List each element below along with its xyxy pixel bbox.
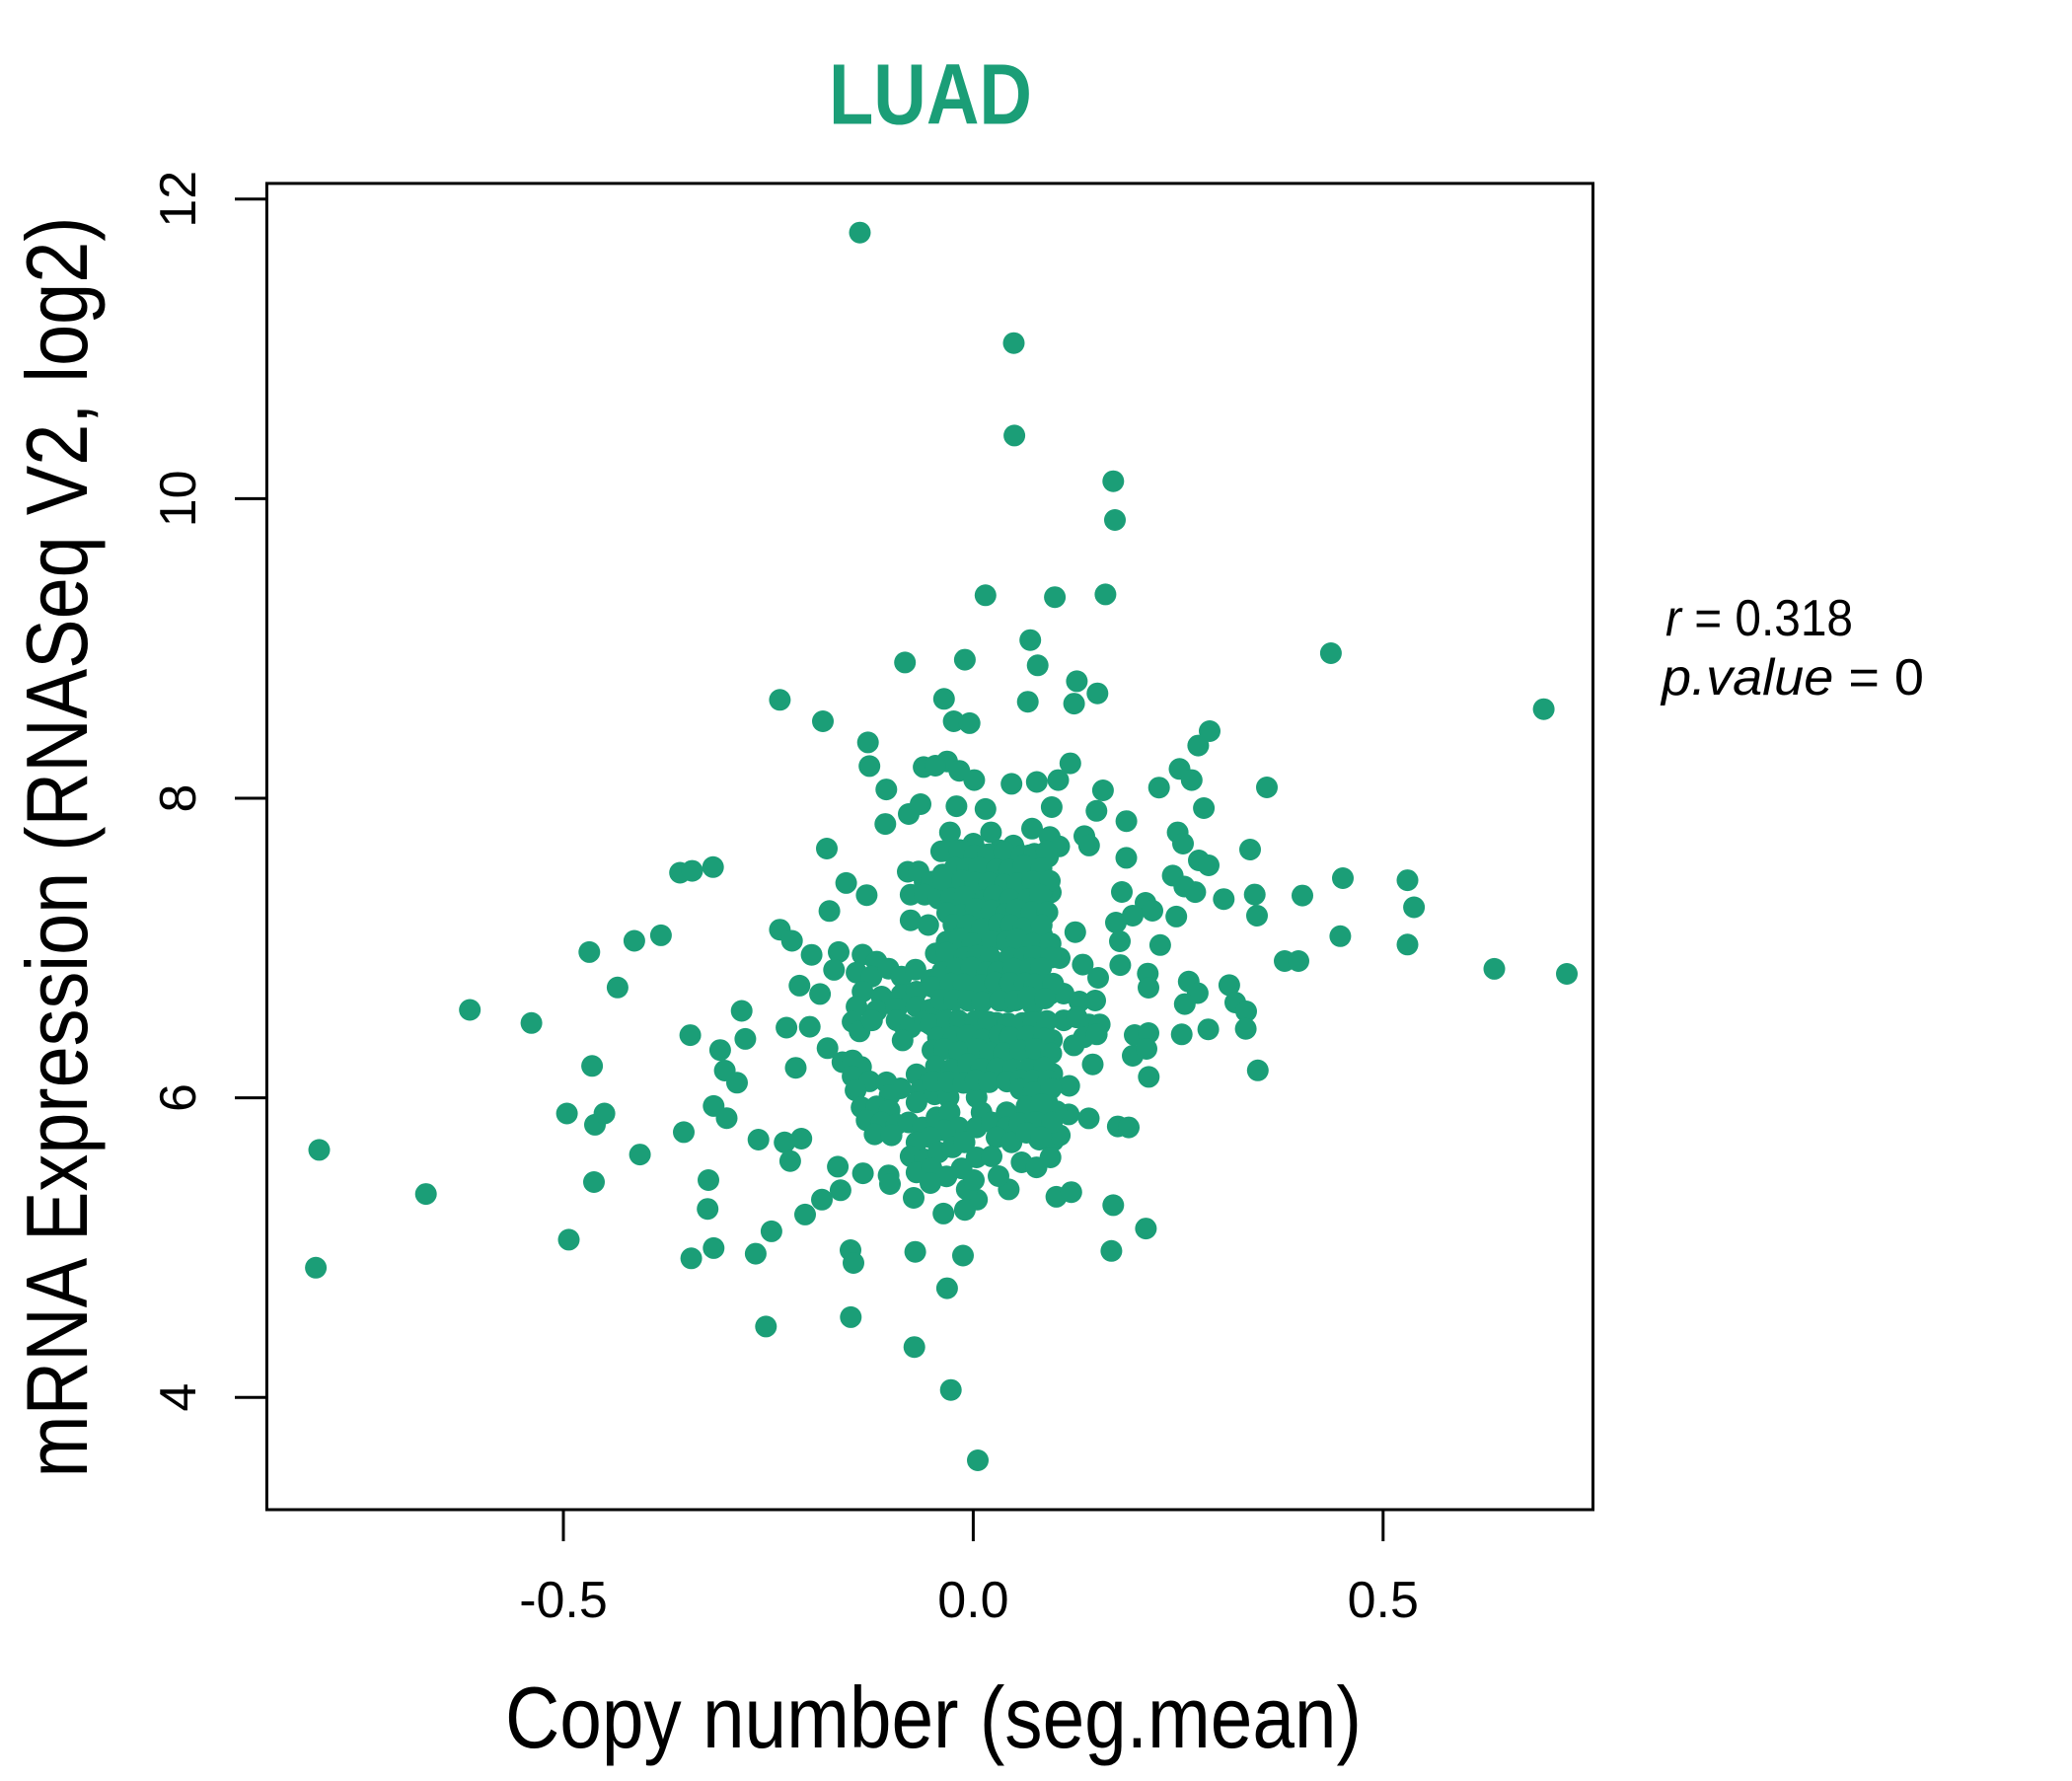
- svg-text:Copy number (seg.mean): Copy number (seg.mean): [505, 1669, 1362, 1766]
- svg-text:-0.5: -0.5: [519, 1572, 608, 1629]
- svg-text:mRNA Expression (RNASeq V2, lo: mRNA Expression (RNASeq V2, log2): [8, 217, 106, 1478]
- svg-text:12: 12: [150, 171, 207, 228]
- svg-text:4: 4: [150, 1383, 207, 1412]
- svg-text:LUAD: LUAD: [829, 47, 1032, 143]
- svg-text:10: 10: [150, 470, 207, 527]
- svg-text:r = 0.318: r = 0.318: [1665, 590, 1853, 647]
- svg-text:0.0: 0.0: [937, 1572, 1008, 1629]
- svg-text:0.5: 0.5: [1348, 1572, 1419, 1629]
- svg-text:6: 6: [150, 1083, 207, 1112]
- svg-text:8: 8: [150, 784, 207, 813]
- svg-text:p.value = 0: p.value = 0: [1660, 649, 1924, 706]
